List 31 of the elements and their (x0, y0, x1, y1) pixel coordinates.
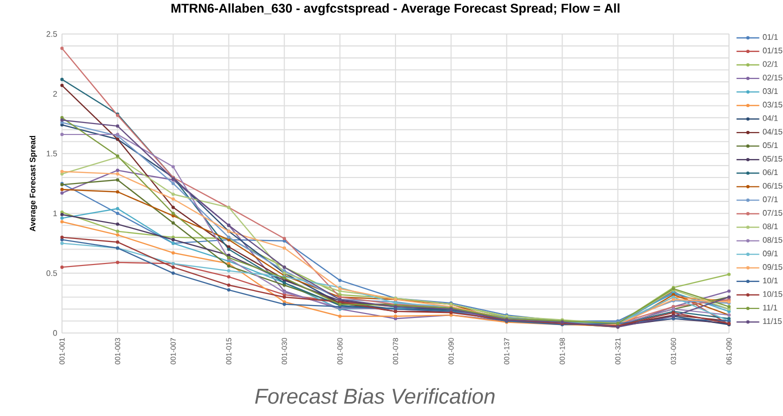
legend-label: 11/15 (763, 318, 782, 324)
legend-label: 07/15 (762, 210, 782, 216)
legend-label: 03/15 (762, 102, 782, 108)
y-tick-label: 1 (53, 210, 57, 216)
legend-label: 11/1 (763, 304, 778, 310)
legend-label: 01/15 (762, 47, 782, 54)
y-tick-label: 2 (53, 91, 57, 97)
legend-label: 09/15 (762, 264, 782, 270)
y-tick-label: 0 (53, 330, 57, 336)
legend-label: 10/1 (763, 277, 778, 284)
legend-label: 08/1 (762, 223, 778, 230)
legend-label: 03/1 (762, 88, 778, 94)
y-tick-label: 0.5 (46, 270, 57, 276)
legend-label: 10/15 (763, 290, 782, 297)
legend-label: 07/1 (762, 196, 778, 202)
legend-label: 02/1 (762, 60, 778, 67)
y-tick-label: 1.5 (46, 150, 57, 156)
legend-label: 04/1 (762, 115, 778, 122)
chart-title: MTRN6-Allaben_630 - avgfcstspread - Average Forecast Spread; Flow = All (172, 3, 620, 16)
legend-label: 06/1 (762, 169, 778, 176)
legend-label: 02/15 (762, 74, 782, 80)
legend-label: 06/15 (762, 182, 782, 189)
legend-label: 04/15 (762, 128, 782, 135)
legend-label: 05/1 (762, 142, 778, 148)
legend-label: 05/15 (762, 156, 782, 162)
legend-label: 09/1 (762, 250, 778, 256)
text: Forecast Bias Verification (255, 388, 495, 404)
legend-label: 08/15 (762, 236, 782, 243)
y-tick-label: 2.5 (46, 31, 57, 37)
legend-label: 01/1 (762, 34, 778, 40)
y-axis-title: Average Forecast Spread (30, 136, 38, 232)
